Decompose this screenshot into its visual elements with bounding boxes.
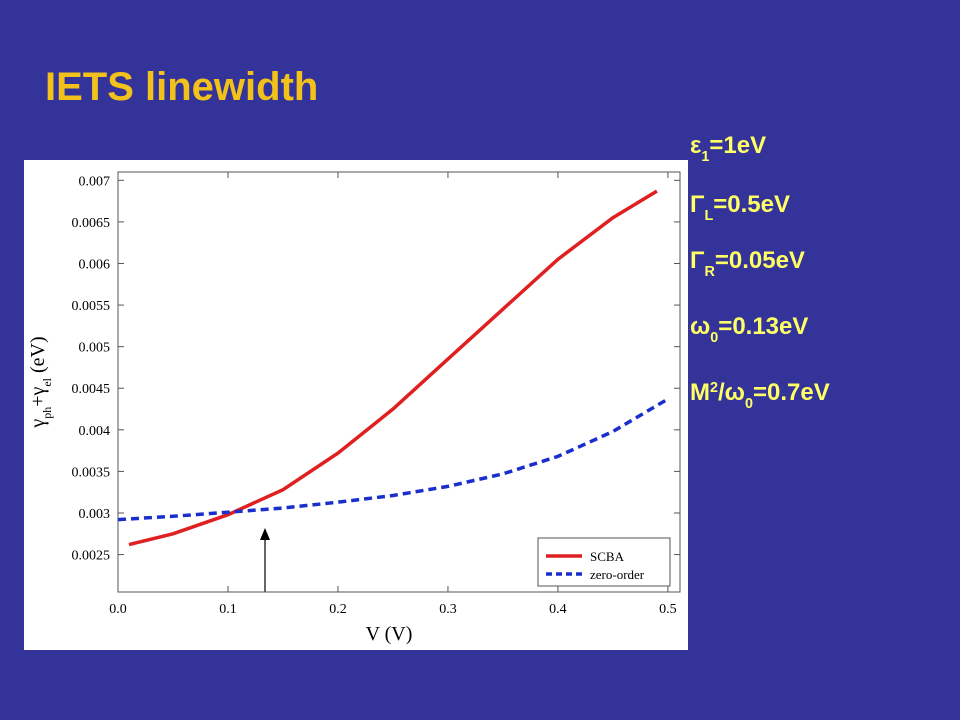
legend-box xyxy=(537,537,671,587)
text-part: M xyxy=(690,379,710,406)
slide-title: IETS linewidth xyxy=(45,65,318,109)
y-tick-label: 0.0045 xyxy=(72,382,111,397)
series-line xyxy=(117,397,669,522)
text-part: γ xyxy=(27,419,49,429)
text-part: ph xyxy=(40,407,54,419)
text-part: R xyxy=(704,264,715,280)
text-part: ω xyxy=(690,313,710,340)
text-part: L xyxy=(704,208,713,224)
text-part: ε xyxy=(690,132,701,159)
y-tick-label: 0.0035 xyxy=(72,465,111,480)
y-tick-label: 0.004 xyxy=(79,424,111,439)
legend-label: zero-order xyxy=(590,567,645,582)
y-tick-label: 0.0065 xyxy=(72,216,111,231)
text-part: Γ xyxy=(690,191,705,218)
y-tick-label: 0.007 xyxy=(79,174,111,189)
x-tick-label: 0.2 xyxy=(329,602,347,617)
y-axis-label: γph+γel (eV) xyxy=(27,336,54,428)
text-part: =0.5eV xyxy=(713,191,790,218)
text-part: (eV) xyxy=(27,336,49,378)
parameter-label: ΓL=0.5eV xyxy=(690,191,790,224)
text-part: =0.7eV xyxy=(753,379,830,406)
x-tick-label: 0.0 xyxy=(109,602,127,617)
arrow-head xyxy=(260,528,270,540)
series-line xyxy=(128,189,658,547)
y-tick-label: 0.0025 xyxy=(72,549,111,564)
text-part: +γ xyxy=(27,387,49,407)
text-part: =0.13eV xyxy=(718,313,808,340)
text-part: 0 xyxy=(745,396,753,412)
text-part: =0.05eV xyxy=(715,247,805,274)
y-tick-label: 0.006 xyxy=(79,257,111,272)
y-tick-label: 0.003 xyxy=(79,507,111,522)
parameter-label: M2/ω0=0.7eV xyxy=(690,379,830,412)
text-part: 0 xyxy=(710,330,718,346)
text-part: 2 xyxy=(710,380,718,396)
text-part: =1eV xyxy=(709,132,766,159)
text-part: el xyxy=(40,377,54,386)
text-part: Γ xyxy=(690,247,705,274)
x-tick-label: 0.1 xyxy=(219,602,237,617)
parameter-label: ΓR=0.05eV xyxy=(690,247,805,280)
parameter-label: ω0=0.13eV xyxy=(690,313,808,346)
x-tick-label: 0.5 xyxy=(659,602,677,617)
y-tick-label: 0.0055 xyxy=(72,299,111,314)
parameter-label: ε1=1eV xyxy=(690,132,766,165)
x-tick-label: 0.3 xyxy=(439,602,457,617)
x-tick-label: 0.4 xyxy=(549,602,567,617)
y-tick-label: 0.005 xyxy=(79,341,111,356)
text-part: 1 xyxy=(701,149,709,165)
legend-label: SCBA xyxy=(590,549,625,564)
x-axis-label: V (V) xyxy=(366,623,413,645)
text-part: /ω xyxy=(718,379,745,406)
plot-frame xyxy=(117,171,681,593)
